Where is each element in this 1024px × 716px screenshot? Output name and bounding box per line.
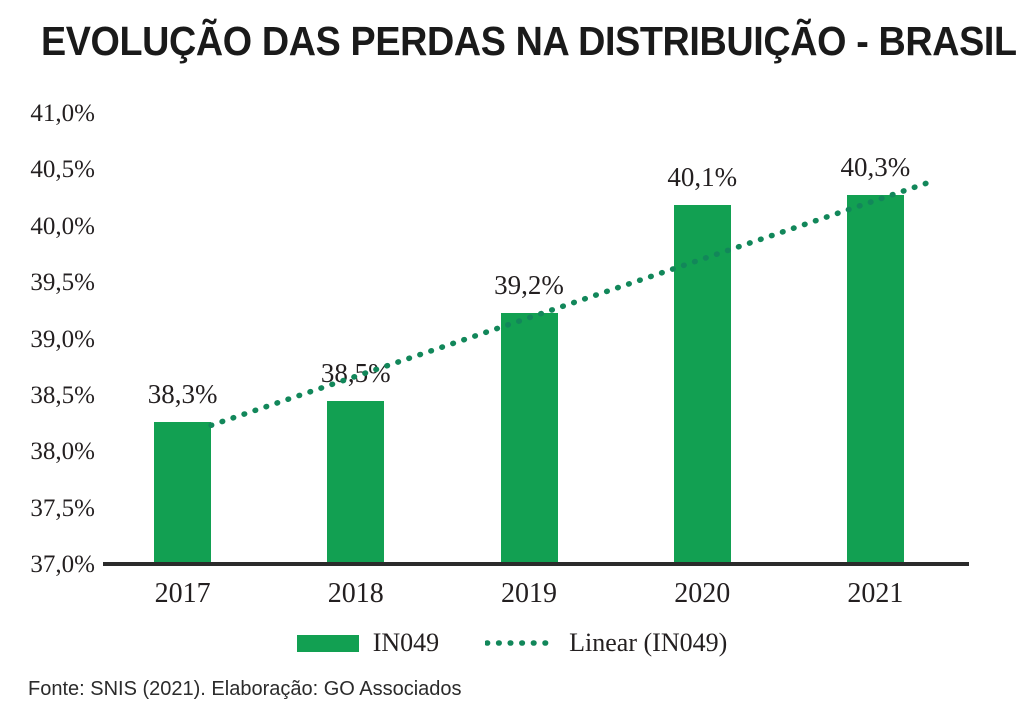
y-axis-labels: 41,0% 40,5% 40,0% 39,5% 39,0% 38,5% 38,0% 37,5%… [0,90,95,580]
y-axis-tick-label: 39,5% [30,269,95,297]
legend-item-linear-in049[interactable]: Linear (IN049) [485,630,727,656]
plot-area: 38,3% 38,5% 39,2% 40,1% 40,3% [103,90,969,566]
legend-item-in049[interactable]: IN049 [296,628,440,657]
legend-dotted-line-icon [485,640,556,646]
chart-legend: IN049 Linear (IN049) [0,630,1024,656]
bar-value-label-2018: 38,5% [320,357,391,388]
legend-bar-swatch-icon [296,634,359,652]
y-axis-tick-label: 41,0% [30,100,95,127]
bar-value-label-2021: 40,3% [840,152,911,183]
legend-label-linear-in049: Linear (IN049) [569,628,728,657]
bar-2018[interactable] [327,400,385,564]
source-footnote: Fonte: SNIS (2021). Elaboração: GO Assoc… [28,678,462,700]
bar-value-label-2017: 38,3% [147,378,218,409]
bar-series: 38,3% 38,5% 39,2% 40,1% 40,3% [103,90,969,566]
x-axis-tick-label-2021: 2021 [847,578,904,609]
legend-label-in049: IN049 [372,628,440,657]
x-axis-tick-label-2020: 2020 [674,578,731,609]
x-axis-tick-label-2019: 2019 [501,578,557,609]
y-axis-tick-label: 40,5% [30,156,95,184]
bar-2020[interactable] [673,205,731,564]
bar-value-label-2020: 40,1% [667,162,738,193]
x-axis-tick-label-2018: 2018 [327,578,384,609]
y-axis-tick-label: 37,0% [30,551,95,578]
bar-2021[interactable] [846,195,904,564]
bar-value-label-2019: 39,2% [494,269,564,300]
y-axis-tick-label: 37,5% [30,494,95,522]
bar-2019[interactable] [500,312,558,564]
x-axis-labels: 2017 2018 2019 2020 2021 [103,578,969,618]
y-axis-tick-label: 38,5% [30,381,95,409]
x-axis-line [103,562,969,566]
bar-2017[interactable] [154,421,212,564]
page-title: EVOLUÇÃO DAS PERDAS NA DISTRIBUIÇÃO - BR… [40,18,1017,64]
x-axis-tick-label-2017: 2017 [154,578,211,609]
y-axis-tick-label: 40,0% [30,212,95,240]
y-axis-tick-label: 38,0% [30,438,95,466]
y-axis-tick-label: 39,0% [30,325,95,353]
